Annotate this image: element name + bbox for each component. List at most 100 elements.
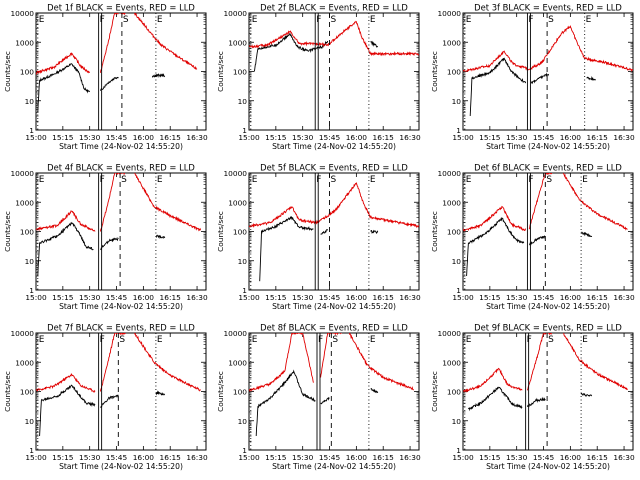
y-tick-label: 10000: [10, 9, 34, 18]
y-tick-label: 10: [25, 97, 35, 106]
x-axis-label: Start Time (24-Nov-02 14:55:20): [486, 302, 610, 311]
x-tick-label: 16:15: [587, 453, 609, 462]
lld-series-line: [99, 173, 126, 232]
subplot-1: Det 1f BLACK = Events, RED = LLD 15:00 15:…: [3, 3, 208, 152]
subplot-8: Det 8f BLACK = Events, RED = LLD 15:00 15:…: [216, 323, 421, 472]
marker-label-f: F: [316, 15, 321, 25]
lld-series-line: [562, 173, 628, 231]
marker-label-e: E: [466, 335, 472, 345]
events-series-line: [39, 384, 96, 437]
x-tick-label: 15:45: [533, 453, 555, 462]
chart-title: Det 2f BLACK = Events, RED = LLD: [260, 3, 408, 13]
subplot-3: Det 3f BLACK = Events, RED = LLD 15:00 15:…: [430, 3, 635, 152]
marker-label-e: E: [39, 335, 45, 345]
chart-title: Det 5f BLACK = Events, RED = LLD: [260, 163, 408, 173]
y-tick-label: 1000: [442, 38, 461, 47]
lld-series-line: [36, 210, 96, 232]
y-tick-label: 10000: [437, 329, 461, 338]
marker-label-e: E: [370, 15, 376, 25]
events-series-line: [320, 396, 330, 405]
x-axis-label: Start Time (24-Nov-02 14:55:20): [59, 142, 183, 151]
x-tick-label: 16:30: [613, 133, 635, 142]
events-series-line: [100, 394, 119, 409]
y-tick-label: 100: [447, 68, 461, 77]
y-tick-label: 1: [242, 126, 247, 135]
subplot-5: Det 5f BLACK = Events, RED = LLD 15:00 15:…: [216, 163, 421, 312]
subplot-2: Det 2f BLACK = Events, RED = LLD 15:00 15:…: [216, 3, 421, 152]
y-tick-label: 100: [447, 388, 461, 397]
x-tick-label: 15:15: [52, 293, 74, 302]
events-series-line: [580, 392, 593, 398]
x-tick-label: 15:00: [452, 133, 474, 142]
x-tick-label: 15:45: [319, 133, 341, 142]
x-tick-label: 15:15: [265, 453, 287, 462]
y-tick-label: 10000: [10, 169, 34, 178]
marker-label-e: E: [157, 335, 163, 345]
events-series-line: [586, 75, 596, 81]
x-tick-label: 16:30: [186, 133, 208, 142]
x-tick-label: 16:30: [186, 453, 208, 462]
marker-label-e: E: [466, 175, 472, 185]
x-tick-label: 15:30: [292, 293, 314, 302]
x-tick-label: 15:45: [319, 453, 341, 462]
x-tick-label: 15:30: [292, 133, 314, 142]
x-tick-label: 16:00: [346, 453, 368, 462]
x-tick-label: 16:00: [560, 133, 582, 142]
plot-frame: [462, 12, 634, 131]
marker-label-f: F: [318, 335, 323, 345]
marker-label-e: E: [582, 335, 588, 345]
x-tick-label: 15:45: [106, 453, 128, 462]
marker-label-e: E: [157, 175, 163, 185]
x-tick-label: 15:00: [25, 133, 47, 142]
x-tick-label: 15:00: [25, 293, 47, 302]
events-series-line: [469, 57, 527, 117]
x-tick-label: 15:15: [479, 293, 501, 302]
marker-label-e: E: [39, 15, 45, 25]
y-tick-label: 1: [456, 286, 461, 295]
x-tick-label: 16:00: [560, 453, 582, 462]
x-tick-label: 15:30: [292, 453, 314, 462]
events-series-line: [370, 40, 379, 48]
events-series-line: [155, 390, 166, 396]
x-tick-label: 15:15: [479, 133, 501, 142]
events-series-line: [151, 73, 166, 78]
lld-series-line: [249, 181, 419, 229]
x-tick-label: 16:30: [399, 293, 421, 302]
x-tick-label: 15:30: [506, 293, 528, 302]
y-tick-label: 10: [452, 257, 462, 266]
marker-label-s: S: [546, 175, 552, 185]
y-tick-label: 10000: [10, 329, 34, 338]
subplot-6: Det 6f BLACK = Events, RED = LLD 15:00 15:…: [430, 163, 635, 312]
x-tick-label: 16:30: [186, 293, 208, 302]
y-tick-label: 100: [233, 228, 247, 237]
x-tick-label: 16:15: [373, 133, 395, 142]
x-tick-label: 15:45: [533, 133, 555, 142]
y-axis-label: Counts/sec: [430, 371, 439, 412]
y-tick-label: 1: [29, 126, 34, 135]
x-axis-label: Start Time (24-Nov-02 14:55:20): [486, 462, 610, 471]
x-tick-label: 16:00: [133, 453, 155, 462]
y-tick-label: 10: [452, 417, 462, 426]
x-tick-label: 15:00: [452, 453, 474, 462]
x-tick-label: 16:00: [560, 293, 582, 302]
x-tick-label: 16:30: [613, 453, 635, 462]
y-tick-label: 1: [29, 286, 34, 295]
events-series-line: [100, 237, 119, 251]
x-axis-label: Start Time (24-Nov-02 14:55:20): [59, 462, 183, 471]
marker-label-f: F: [528, 175, 533, 185]
y-tick-label: 100: [20, 388, 34, 397]
events-series-line: [466, 216, 525, 277]
y-tick-label: 1000: [442, 358, 461, 367]
y-tick-label: 1000: [15, 358, 34, 367]
marker-label-e: E: [466, 15, 472, 25]
x-axis-label: Start Time (24-Nov-02 14:55:20): [272, 142, 396, 151]
y-tick-label: 10000: [437, 9, 461, 18]
subplot-7: Det 7f BLACK = Events, RED = LLD 15:00 15:…: [3, 323, 208, 472]
x-tick-label: 15:30: [79, 453, 101, 462]
events-series-line: [37, 221, 94, 277]
lld-series-line: [99, 13, 126, 73]
lld-series-line: [36, 373, 96, 393]
x-tick-label: 15:15: [52, 453, 74, 462]
x-tick-label: 16:00: [346, 293, 368, 302]
